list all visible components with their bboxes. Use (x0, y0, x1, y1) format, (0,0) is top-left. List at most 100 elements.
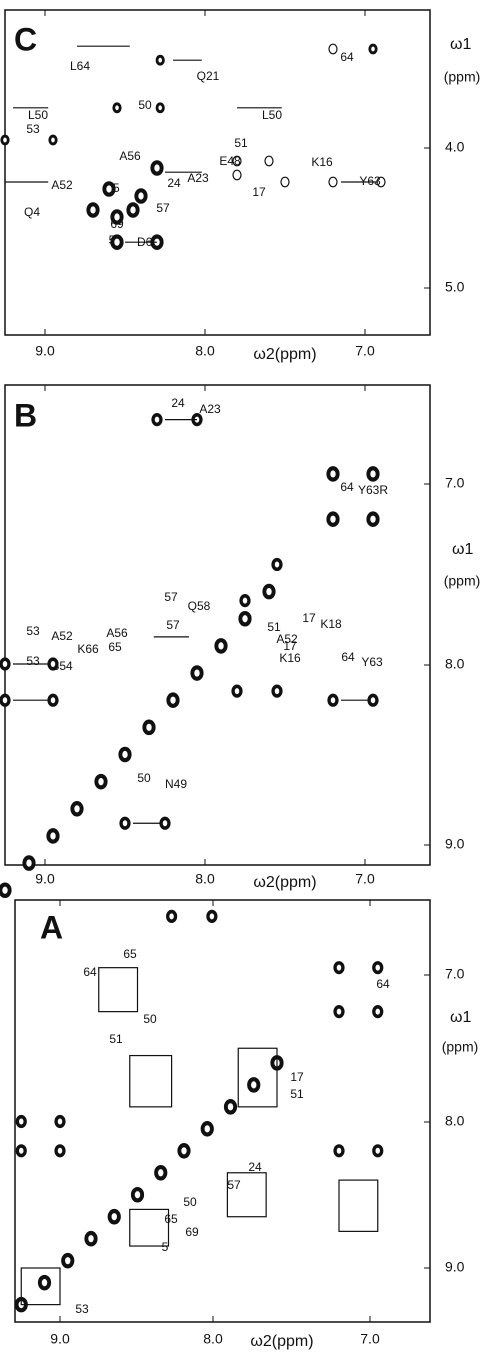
peak (328, 176, 338, 188)
peak-contour (98, 778, 104, 786)
peak-contour (169, 913, 174, 920)
peak (280, 176, 290, 188)
peak-contour (274, 688, 280, 695)
y-axis-title: ω1 (452, 541, 473, 558)
peak-label: 57 (166, 618, 180, 632)
y-tick-label: 9.0 (445, 1259, 465, 1275)
peak-contour (158, 1169, 164, 1177)
y-tick-label: 7.0 (445, 966, 465, 982)
peak-label: Q4 (24, 205, 40, 219)
peak-label: 50 (137, 771, 151, 785)
peak-label: A52 (51, 178, 73, 192)
x-tick-label: 9.0 (35, 343, 55, 359)
peak-contour (2, 697, 8, 704)
panel-frame (14, 899, 431, 1323)
peak-contour (114, 238, 120, 246)
peak-label: 17 (290, 1070, 304, 1084)
peak-contour (162, 820, 168, 827)
peak-contour (57, 1147, 63, 1154)
peak-contour (274, 561, 280, 568)
peak-label: 53 (75, 1302, 89, 1316)
peak-label: Y63R (358, 483, 388, 497)
peak-contour (2, 886, 8, 894)
peak-label: 5 (162, 1240, 169, 1254)
peak-contour (26, 859, 32, 867)
peak-contour (115, 105, 119, 111)
peak-label: A23 (187, 171, 209, 185)
peak-contour (50, 661, 56, 667)
peak-contour (209, 913, 215, 920)
peak-contour (130, 206, 136, 214)
peak-contour (19, 1118, 24, 1125)
peak-label: L50 (28, 108, 48, 122)
y-tick-label: 4.0 (445, 139, 465, 155)
peak-contour (336, 1147, 342, 1154)
peak-label: 64 (340, 50, 354, 64)
panel-label: B (14, 397, 37, 433)
peak-contour (50, 832, 56, 840)
peak-contour (170, 696, 176, 704)
peak-contour (3, 137, 7, 143)
panel-frame (4, 9, 431, 336)
peak-contour (134, 1191, 141, 1199)
peak-contour (138, 192, 144, 200)
peak-contour (375, 1008, 380, 1015)
peak-contour (194, 669, 200, 677)
y-axis-title: ω1 (450, 1009, 471, 1026)
peak-contour (158, 105, 162, 111)
panel-label: A (40, 909, 63, 945)
peak-label: A56 (119, 149, 141, 163)
peak-contour (204, 1125, 210, 1133)
peak-label: 51 (234, 136, 248, 150)
peak-label: 50 (143, 1012, 157, 1026)
peak-label: L50 (262, 108, 282, 122)
x-axis-title: ω2(ppm) (253, 874, 316, 891)
peak-contour (370, 515, 376, 523)
peak-contour (375, 1147, 380, 1154)
peak-contour (74, 805, 80, 813)
x-tick-label: 7.0 (355, 343, 375, 359)
peak-label: 57 (227, 1178, 241, 1192)
x-tick-label: 8.0 (203, 1331, 223, 1347)
peak-label: 64 (376, 977, 390, 991)
peak-contour (370, 470, 376, 478)
peak-contour (111, 1213, 117, 1221)
peak-contour (251, 1081, 257, 1089)
peak-label: Q21 (197, 69, 220, 83)
peak-contour (371, 46, 375, 52)
peak (264, 155, 274, 167)
x-tick-label: 7.0 (355, 871, 375, 887)
peak-contour (218, 642, 224, 650)
peak-contour (41, 1279, 48, 1287)
peak-label: 17 (283, 639, 297, 653)
peak-contour (154, 416, 160, 423)
peak-contour (158, 57, 162, 63)
peak-label: K66 (77, 642, 99, 656)
peak-label: 24 (248, 1160, 262, 1174)
peak-label: 17 (252, 185, 266, 199)
peak-contour (336, 1008, 342, 1015)
connector-box (237, 1047, 278, 1108)
peak-label: 64 (341, 650, 355, 664)
peak-label: K16 (279, 651, 301, 665)
peak-label: 24 (167, 176, 181, 190)
peak-contour (90, 206, 96, 214)
peak-label: 51 (109, 1032, 123, 1046)
y-tick-label: 7.0 (445, 475, 465, 491)
peak-contour (336, 964, 342, 971)
x-tick-label: 9.0 (50, 1331, 70, 1347)
peak-contour (106, 185, 112, 193)
peak-label: 50 (138, 98, 152, 112)
peak-label: K16 (311, 155, 333, 169)
peak-label: 17 (302, 611, 316, 625)
panel-label: C (14, 21, 37, 57)
peak-label: 51 (267, 620, 281, 634)
peak-label: 65 (123, 947, 137, 961)
connector-box (338, 1179, 379, 1232)
peak-label: L64 (70, 59, 90, 73)
peak-label: 53 (26, 654, 40, 668)
peak-label: 57 (156, 201, 170, 215)
x-tick-label: 8.0 (195, 871, 215, 887)
